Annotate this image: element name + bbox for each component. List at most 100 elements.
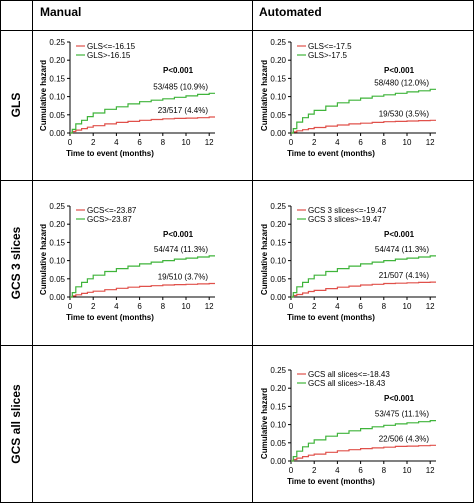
y-tick-label: 0.15 [49,238,65,247]
y-tick-label: 0.25 [270,202,286,211]
x-tick-label: 12 [426,466,435,475]
series-annotation: 53/475 (11.1%) [375,410,429,419]
legend-label: GCS 3 slices<=-19.47 [308,206,387,215]
legend-label: GCS 3 slices>-19.47 [308,215,382,224]
series-line-high [291,88,436,134]
y-tick-label: 0.10 [270,421,286,430]
series-annotation: 21/507 (4.1%) [379,271,430,280]
y-tick-label: 0.15 [270,402,286,411]
y-tick-label: 0.05 [270,439,286,448]
series-annotation: 58/480 (12.0%) [374,78,429,87]
legend-label: GLS<=-16.15 [87,42,136,51]
x-tick-label: 8 [382,302,387,311]
y-axis-label: Cumulative hazard [260,224,269,295]
y-tick-label: 0.05 [49,111,65,120]
x-tick-label: 4 [335,466,340,475]
x-tick-label: 10 [403,138,412,147]
x-tick-label: 8 [161,302,166,311]
x-tick-label: 8 [382,466,387,475]
p-value-label: P<0.001 [163,230,194,239]
row-header-gcs-all-slices: GCS all slices [9,384,23,464]
x-tick-label: 12 [205,302,214,311]
series-annotation: 23/517 (4.4%) [158,106,209,115]
x-axis-label: Time to event (months) [287,149,375,158]
y-axis-label: Cumulative hazard [39,224,48,295]
series-annotation: 53/485 (10.9%) [153,82,208,91]
x-tick-label: 12 [205,138,214,147]
series-annotation: 54/474 (11.3%) [375,245,429,254]
col-header-automated: Automated [259,5,322,19]
y-tick-label: 0.20 [270,384,286,393]
x-tick-label: 2 [312,302,317,311]
series-line-low [291,444,436,462]
legend-label: GCS>-23.87 [87,215,132,224]
x-tick-label: 0 [289,466,294,475]
series-line-low [291,119,436,134]
y-tick-label: 0.25 [49,202,65,211]
y-tick-label: 0.10 [270,257,286,266]
legend-label: GCS<=-23.87 [87,206,137,215]
y-tick-label: 0.05 [270,111,286,120]
p-value-label: P<0.001 [384,394,415,403]
y-tick-label: 0.10 [49,93,65,102]
x-tick-label: 8 [382,138,387,147]
x-axis-label: Time to event (months) [287,477,375,486]
x-axis-label: Time to event (months) [66,313,154,322]
chart-gcs-all-slices-automated: 0.00 0.05 0.10 0.15 0.20 0.25 0 2 4 6 8 10 12 Time to… [260,366,436,486]
x-tick-label: 12 [426,138,435,147]
series-annotation: 54/474 (11.3%) [154,245,208,254]
x-tick-label: 2 [312,466,317,475]
series-annotation: 22/506 (4.3%) [379,434,430,443]
y-tick-label: 0.15 [270,238,286,247]
series-line-low [291,281,436,298]
y-tick-label: 0.10 [270,93,286,102]
y-tick-label: 0.05 [270,275,286,284]
series-line-high [70,92,215,134]
y-tick-label: 0.25 [49,38,65,47]
x-tick-label: 2 [91,138,96,147]
series-line-high [291,420,436,462]
x-tick-label: 4 [335,302,340,311]
y-tick-label: 0.20 [270,56,286,65]
legend-label: GLS>-16.15 [87,51,131,60]
x-tick-label: 12 [426,302,435,311]
y-tick-label: 0.25 [270,366,286,375]
chart-gcs-3-slices-automated: 0.00 0.05 0.10 0.15 0.20 0.25 0 2 4 6 8 10 12 Time to… [260,202,436,322]
y-tick-label: 0.20 [49,56,65,65]
x-tick-label: 6 [358,302,363,311]
y-tick-label: 0.15 [270,74,286,83]
y-tick-label: 0.00 [270,457,286,466]
legend-label: GLS>-17.5 [308,51,347,60]
y-axis-label: Cumulative hazard [260,60,269,131]
x-tick-label: 8 [161,138,166,147]
x-tick-label: 6 [358,138,363,147]
y-tick-label: 0.20 [270,220,286,229]
p-value-label: P<0.001 [384,230,415,239]
chart-gls-automated: 0.00 0.05 0.10 0.15 0.20 0.25 0 2 4 6 8 10 12 Time to… [260,38,436,158]
y-tick-label: 0.00 [270,293,286,302]
chart-gls-manual: 0.00 0.05 0.10 0.15 0.20 0.25 0 2 4 6 8 10 12 Time to… [39,38,215,158]
x-tick-label: 6 [358,466,363,475]
chart-gcs-3-slices-manual: 0.00 0.05 0.10 0.15 0.20 0.25 0 2 4 6 8 10 12 Time to… [39,202,215,322]
y-tick-label: 0.00 [49,293,65,302]
x-tick-label: 2 [91,302,96,311]
y-axis-label: Cumulative hazard [39,60,48,131]
x-tick-label: 4 [335,138,340,147]
x-tick-label: 0 [289,138,294,147]
x-tick-label: 4 [114,138,119,147]
x-tick-label: 0 [68,302,73,311]
y-tick-label: 0.00 [49,129,65,138]
y-axis-label: Cumulative hazard [260,388,269,459]
x-tick-label: 0 [289,302,294,311]
col-header-manual: Manual [40,5,81,19]
y-tick-label: 0.10 [49,257,65,266]
x-axis-label: Time to event (months) [66,149,154,158]
x-tick-label: 10 [182,302,191,311]
y-tick-label: 0.00 [270,129,286,138]
x-tick-label: 6 [137,302,142,311]
row-header-gcs-3-slices: GCS 3 slices [9,226,23,299]
x-tick-label: 10 [182,138,191,147]
x-tick-label: 10 [403,302,412,311]
p-value-label: P<0.001 [384,66,415,75]
